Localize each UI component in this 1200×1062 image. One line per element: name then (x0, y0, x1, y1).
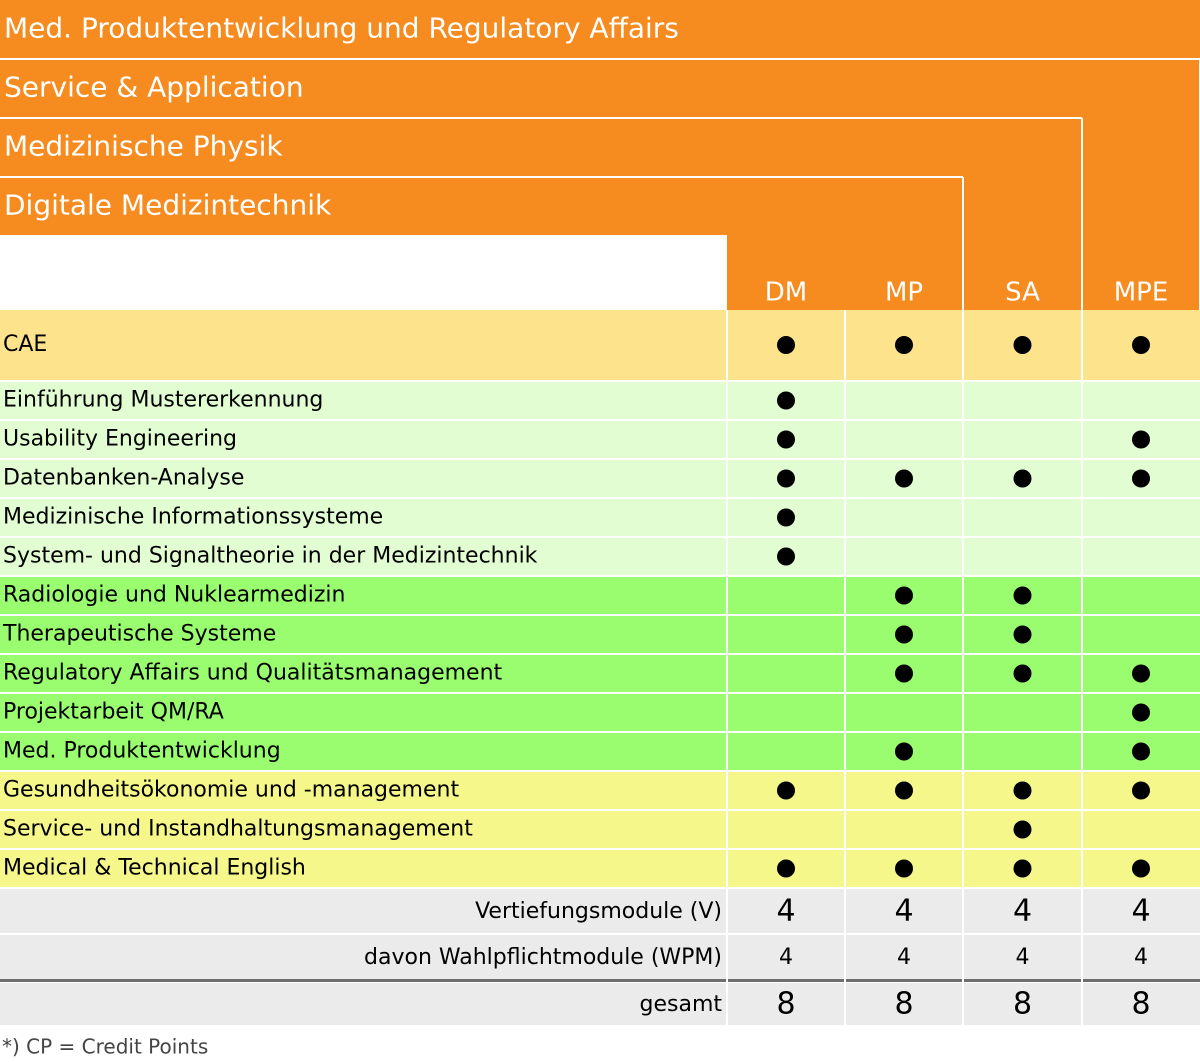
dot (895, 859, 913, 878)
dot (1013, 586, 1032, 605)
row-label: Radiologie und Nuklearmedizin (3, 583, 345, 608)
dot (1013, 625, 1032, 644)
dot (1132, 430, 1150, 449)
row-bg (0, 694, 1200, 731)
dot (895, 336, 913, 354)
row-bg (0, 382, 1200, 419)
row-bg (0, 577, 1200, 614)
summary-label: davon Wahlpflichtmodule (WPM) (364, 945, 722, 970)
row-label: Usability Engineering (3, 427, 237, 452)
dot (777, 781, 795, 800)
row-bg (0, 538, 1200, 575)
row-bg (0, 850, 1200, 887)
dot (895, 664, 913, 683)
dot (777, 430, 795, 449)
summary-value: 4 (1013, 894, 1032, 929)
summary-value: 4 (1131, 894, 1150, 929)
summary-value: 4 (776, 894, 795, 929)
dot (777, 336, 795, 354)
row-label: Regulatory Affairs und Qualitätsmanageme… (3, 661, 503, 686)
summary-value: 8 (1131, 987, 1150, 1022)
summary-rule (0, 979, 1200, 982)
dot (895, 742, 913, 761)
row-bg (0, 733, 1200, 770)
band-label: Medizinische Physik (4, 130, 283, 163)
row-bg (0, 811, 1200, 848)
column-label: DM (765, 278, 807, 308)
summary-value: 4 (779, 945, 793, 970)
dot (1132, 703, 1150, 722)
summary-value: 4 (894, 894, 913, 929)
dot (1132, 469, 1150, 488)
dot (1013, 859, 1032, 878)
dot (1013, 820, 1032, 839)
summary-value: 8 (894, 987, 913, 1022)
row-bg (0, 310, 1200, 380)
dot (1132, 664, 1150, 683)
summary-value: 8 (1013, 987, 1032, 1022)
dot (895, 625, 913, 644)
band-label: Service & Application (4, 71, 304, 104)
row-label: Service- und Instandhaltungsmanagement (3, 817, 473, 842)
dot (1013, 664, 1032, 683)
column-label: SA (1005, 278, 1040, 308)
summary-bg (0, 935, 1200, 979)
summary-value: 4 (1016, 945, 1030, 970)
row-label: CAE (3, 332, 47, 357)
row-label: System- und Signaltheorie in der Medizin… (3, 544, 538, 569)
summary-value: 4 (897, 945, 911, 970)
dot (777, 508, 795, 527)
row-bg (0, 772, 1200, 809)
dot (777, 859, 795, 878)
summary-label: Vertiefungsmodule (V) (475, 899, 722, 924)
dot (1013, 781, 1032, 800)
row-bg (0, 655, 1200, 692)
summary-bg (0, 889, 1200, 933)
header-blank (0, 235, 727, 310)
dot (895, 586, 913, 605)
band-label: Digitale Medizintechnik (4, 189, 332, 222)
summary-value: 8 (776, 987, 795, 1022)
row-label: Einführung Mustererkennung (3, 388, 323, 413)
dot (1132, 859, 1150, 878)
dot (777, 469, 795, 488)
dot (777, 547, 795, 566)
row-label: Medizinische Informationssysteme (3, 505, 383, 530)
footnote: *) CP = Credit Points (2, 1035, 208, 1059)
row-label: Therapeutische Systeme (2, 622, 276, 647)
dot (1013, 469, 1032, 488)
dot (1132, 336, 1150, 354)
column-label: MPE (1114, 278, 1169, 308)
row-bg (0, 421, 1200, 458)
row-bg (0, 460, 1200, 497)
dot (1132, 781, 1150, 800)
dot (1013, 336, 1032, 354)
row-label: Medical & Technical English (3, 856, 306, 881)
row-bg (0, 499, 1200, 536)
row-label: Projektarbeit QM/RA (3, 700, 224, 725)
dot (777, 391, 795, 410)
summary-label: gesamt (640, 992, 723, 1017)
dot (895, 781, 913, 800)
summary-value: 4 (1134, 945, 1148, 970)
row-bg (0, 616, 1200, 653)
summary-bg (0, 983, 1200, 1025)
row-label: Med. Produktentwicklung (3, 739, 281, 764)
column-label: MP (885, 278, 923, 308)
band-label: Med. Produktentwicklung und Regulatory A… (4, 12, 679, 45)
dot (895, 469, 913, 488)
row-label: Gesundheitsökonomie und -management (3, 778, 459, 803)
row-label: Datenbanken-Analyse (3, 466, 244, 491)
dot (1132, 742, 1150, 761)
